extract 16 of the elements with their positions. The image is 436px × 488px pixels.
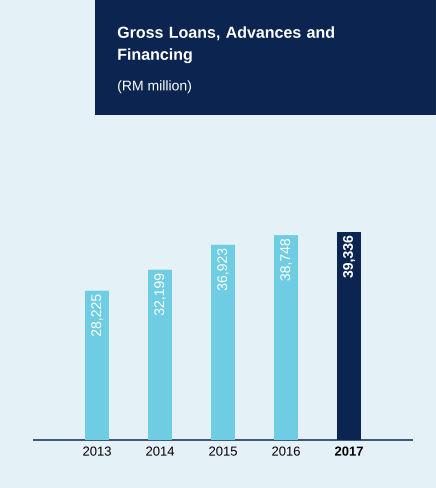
chart-subtitle: (RM million): [118, 80, 191, 94]
x-tick-label: 2015: [209, 446, 237, 456]
x-tick-label: 2016: [272, 446, 300, 456]
bar: [85, 290, 109, 440]
x-tick-label: 2014: [146, 446, 174, 456]
data-label: 32,199: [154, 274, 166, 316]
bar: [210, 244, 235, 440]
x-tick-label: 2013: [83, 446, 111, 456]
bar: [274, 235, 298, 440]
data-label: 28,225: [91, 294, 103, 336]
chart-title: Gross Loans, Advances and Financing: [118, 26, 334, 64]
x-tick-label: 2017: [334, 446, 363, 456]
data-label: 39,336: [343, 236, 355, 278]
data-label: 38,748: [280, 238, 292, 281]
data-label: 36,923: [217, 248, 229, 290]
bar: [148, 270, 172, 440]
